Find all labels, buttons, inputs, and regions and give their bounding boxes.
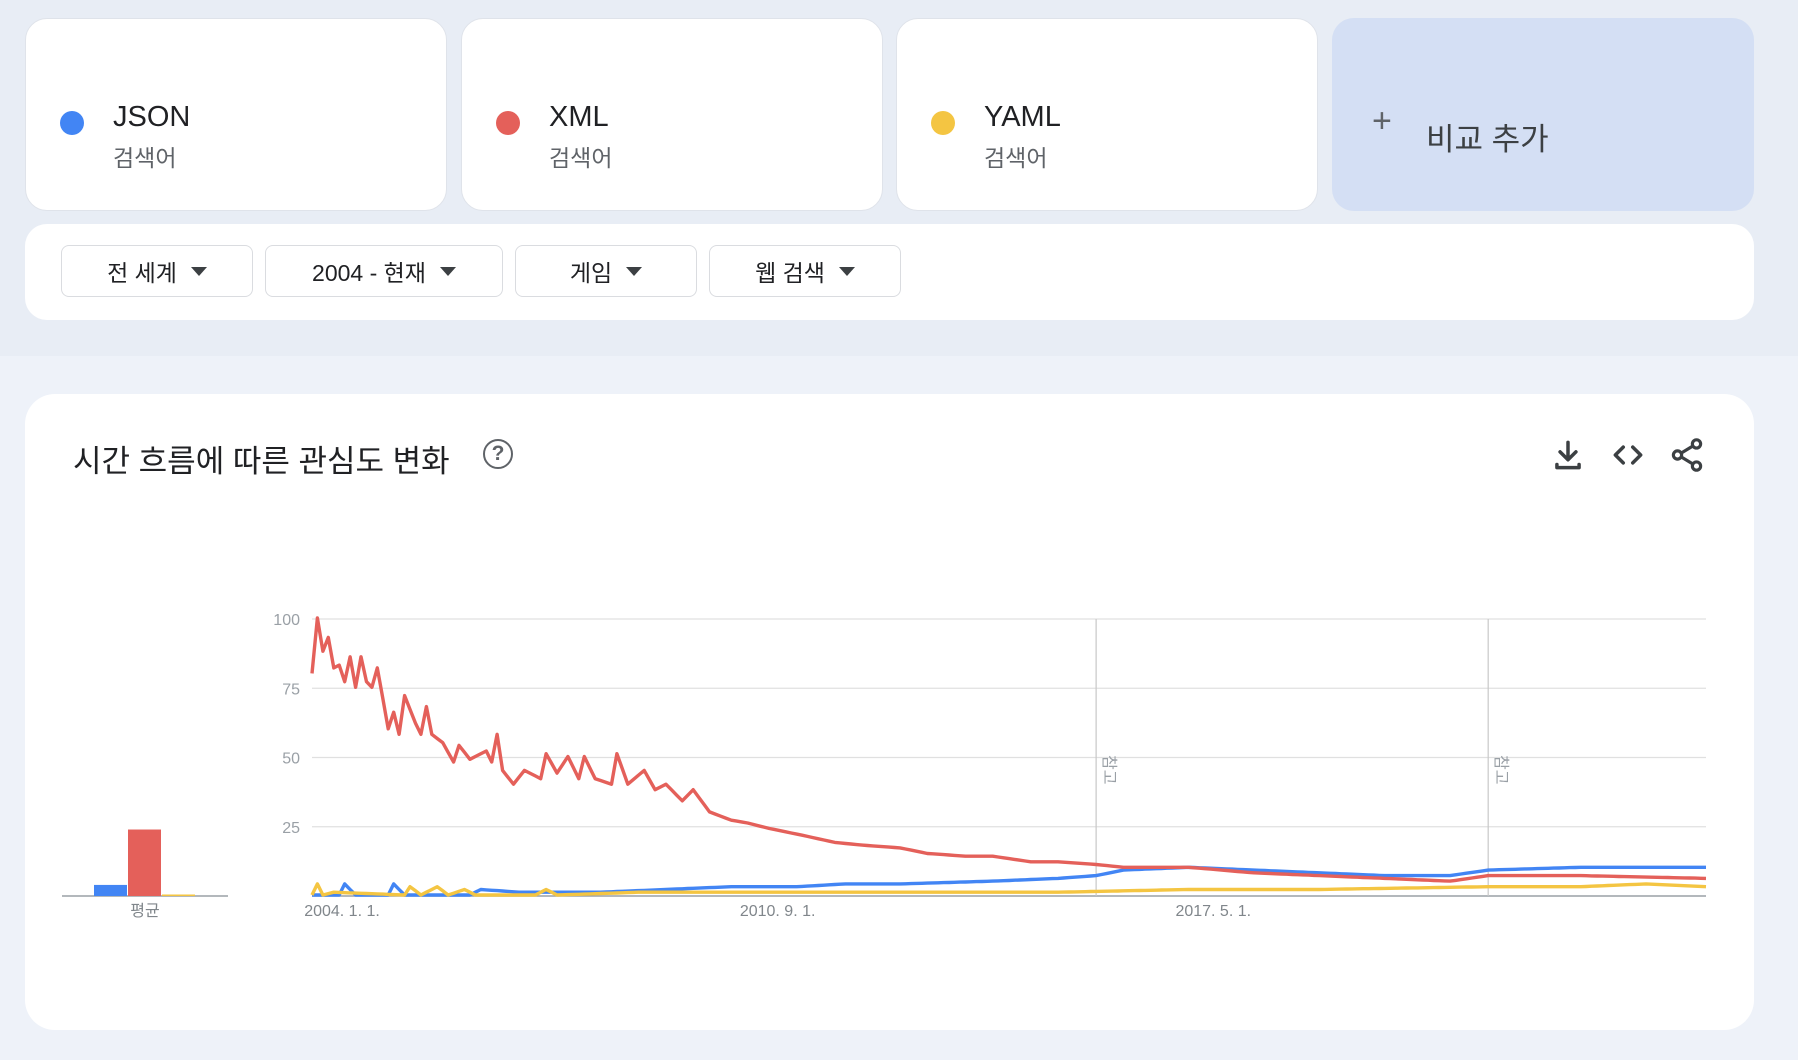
chevron-down-icon	[838, 266, 855, 276]
term-type-xml: 검색어	[549, 145, 613, 171]
note-label[interactable]: 참고	[1492, 755, 1510, 784]
average-label: 평균	[130, 902, 159, 920]
x-tick-label: 2010. 9. 1.	[740, 903, 816, 920]
y-tick-label: 25	[282, 820, 300, 837]
period-filter[interactable]: 2004 - 현재	[265, 245, 503, 297]
term-name-xml: XML	[549, 101, 609, 133]
term-name-json: JSON	[113, 101, 191, 133]
average-bar-xml[interactable]	[128, 829, 161, 896]
average-bar-json[interactable]	[94, 884, 127, 896]
interest-over-time-card: 시간 흐름에 따른 관심도 변화 ?	[25, 394, 1754, 1030]
x-tick-label: 2017. 5. 1.	[1175, 903, 1251, 920]
search-type-filter[interactable]: 웹 검색	[709, 245, 901, 297]
average-bar-yaml[interactable]	[162, 894, 195, 897]
embed-icon[interactable]	[1609, 436, 1647, 474]
chevron-down-icon	[626, 266, 643, 276]
term-type-yaml: 검색어	[984, 145, 1048, 171]
chart-notes: 참고 참고	[1095, 619, 1510, 896]
y-tick-label: 50	[282, 751, 300, 768]
add-compare-button[interactable]: + 비교 추가	[1332, 18, 1754, 211]
term-name-yaml: YAML	[984, 101, 1061, 133]
series-line-xml[interactable]	[310, 616, 1707, 883]
term-type-json: 검색어	[113, 145, 177, 171]
series-dot-json	[60, 111, 84, 135]
category-filter[interactable]: 게임	[515, 245, 697, 297]
download-icon[interactable]	[1549, 436, 1587, 474]
add-compare-label: 비교 추가	[1426, 122, 1549, 157]
search-type-filter-label: 웹 검색	[755, 260, 825, 286]
average-bars	[62, 829, 228, 897]
filter-bar: 전 세계 2004 - 현재 게임 웹 검색	[25, 224, 1754, 320]
x-axis-ticks: 2004. 1. 1. 2010. 9. 1. 2017. 5. 1.	[304, 903, 1251, 920]
term-card-yaml[interactable]: YAML 검색어	[896, 18, 1318, 211]
chart-series	[310, 616, 1707, 897]
note-label[interactable]: 참고	[1100, 755, 1118, 784]
chart-title: 시간 흐름에 따른 관심도 변화	[73, 444, 450, 479]
plus-icon: +	[1372, 102, 1392, 140]
term-card-json[interactable]: JSON 검색어	[25, 18, 447, 211]
help-icon[interactable]: ?	[483, 439, 513, 469]
category-filter-label: 게임	[569, 260, 613, 286]
period-filter-label: 2004 - 현재	[312, 260, 426, 286]
term-card-xml[interactable]: XML 검색어	[461, 18, 883, 211]
series-dot-yaml	[931, 111, 955, 135]
x-tick-label: 2004. 1. 1.	[304, 903, 380, 920]
region-filter-label: 전 세계	[107, 260, 177, 286]
series-line-yaml[interactable]	[310, 882, 1707, 897]
share-icon[interactable]	[1668, 436, 1706, 474]
y-tick-label: 100	[273, 612, 300, 629]
y-tick-label: 75	[282, 681, 300, 698]
chevron-down-icon	[190, 266, 207, 276]
chevron-down-icon	[439, 266, 456, 276]
region-filter[interactable]: 전 세계	[61, 245, 253, 297]
series-dot-xml	[496, 111, 520, 135]
